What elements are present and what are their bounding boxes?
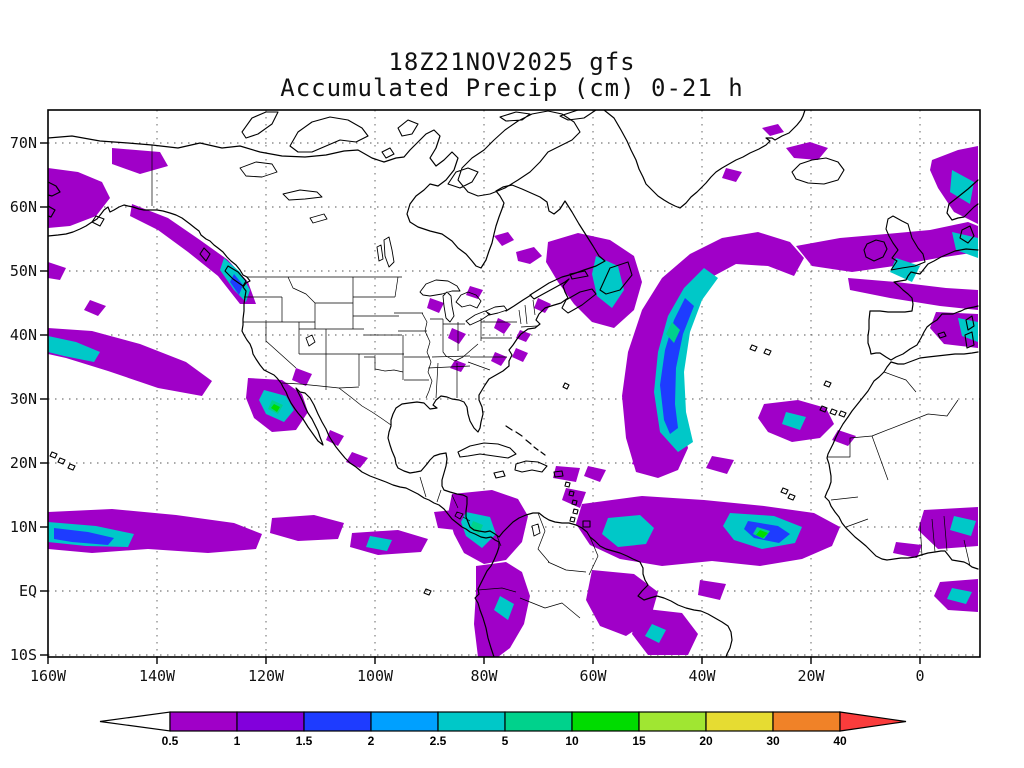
greenland (603, 110, 806, 209)
colorbar: 0.5 1 1.5 2 2.5 5 10 15 20 30 40 (99, 711, 907, 748)
small-ocean-islands (49, 344, 847, 596)
lat-label-EQ: EQ (19, 582, 37, 600)
lat-label-40N: 40N (10, 326, 37, 344)
colorbar-label-2: 2 (368, 734, 375, 748)
precip-light-purple (48, 124, 978, 657)
colorbar-segment-20-30 (705, 711, 774, 732)
atlantic-islands (561, 157, 975, 349)
map-frame (47, 109, 981, 658)
europe-coast (867, 248, 979, 361)
lat-label-10N: 10N (10, 518, 37, 536)
bahamas (505, 425, 546, 456)
colorbar-label-1: 1 (234, 734, 241, 748)
colorbar-label-0.5: 0.5 (162, 734, 179, 748)
lat-label-50N: 50N (10, 262, 37, 280)
lat-label-30N: 30N (10, 390, 37, 408)
colorbar-segment-0.5-1 (169, 711, 238, 732)
lon-label-40W: 40W (688, 667, 716, 685)
lat-label-20N: 20N (10, 454, 37, 472)
st-lawrence-river (505, 294, 532, 312)
colorbar-segment-2-2.5 (370, 711, 439, 732)
plot-subtitle: Accumulated Precip (cm) 0-21 h (280, 74, 744, 102)
lon-label-80W: 80W (470, 667, 498, 685)
africa-north-coast (890, 351, 979, 365)
lon-label-20W: 20W (797, 667, 825, 685)
lat-label-10S: 10S (10, 646, 37, 664)
colorbar-segment-2.5-5 (437, 711, 506, 732)
caribbean-islands (457, 442, 591, 528)
norway-coast (946, 179, 979, 221)
precip-cyan (48, 170, 978, 643)
us-state-borders (243, 276, 538, 399)
colorbar-label-2.5: 2.5 (430, 734, 447, 748)
colorbar-label-40: 40 (833, 734, 847, 748)
colorbar-segment-1-1.5 (236, 711, 305, 732)
lat-label-70N: 70N (10, 134, 37, 152)
colorbar-label-30: 30 (766, 734, 780, 748)
north-south-america-atlantic-coast (48, 129, 733, 657)
lon-label-140W: 140W (139, 667, 176, 685)
pacific-coastal-islands (91, 215, 247, 287)
colorbar-below-min-arrow (99, 711, 171, 732)
lon-label-120W: 120W (248, 667, 285, 685)
lon-label-0: 0 (915, 667, 924, 685)
country-borders (151, 145, 971, 619)
plot-title: 18Z21NOV2025 gfs (388, 48, 636, 76)
americas-pacific-coast (48, 204, 500, 657)
coastlines (48, 110, 979, 657)
colorbar-label-1.5: 1.5 (296, 734, 313, 748)
lon-label-60W: 60W (579, 667, 607, 685)
lon-label-100W: 100W (357, 667, 394, 685)
lon-label-160W: 160W (30, 667, 67, 685)
colorbar-segment-15-20 (638, 711, 707, 732)
colorbar-label-10: 10 (565, 734, 579, 748)
colorbar-above-max-arrow (839, 711, 907, 732)
axis-labels: 70N 60N 50N 40N 30N 20N 10N EQ 10S 160W 140W 120W 10… (10, 134, 925, 685)
precipitation-shading (48, 124, 978, 657)
colorbar-segment-1.5-2 (303, 711, 372, 732)
alaska-west-coast-fragments (48, 181, 61, 218)
arctic-islands (241, 110, 597, 197)
africa-west-coast (824, 361, 979, 570)
lakes (239, 161, 541, 537)
colorbar-label-15: 15 (632, 734, 646, 748)
colorbar-label-20: 20 (699, 734, 713, 748)
colorbar-segment-10-15 (571, 711, 640, 732)
colorbar-label-5: 5 (502, 734, 509, 748)
lat-label-60N: 60N (10, 198, 37, 216)
colorbar-segment-5-10 (504, 711, 573, 732)
colorbar-segment-30-40 (772, 711, 841, 732)
